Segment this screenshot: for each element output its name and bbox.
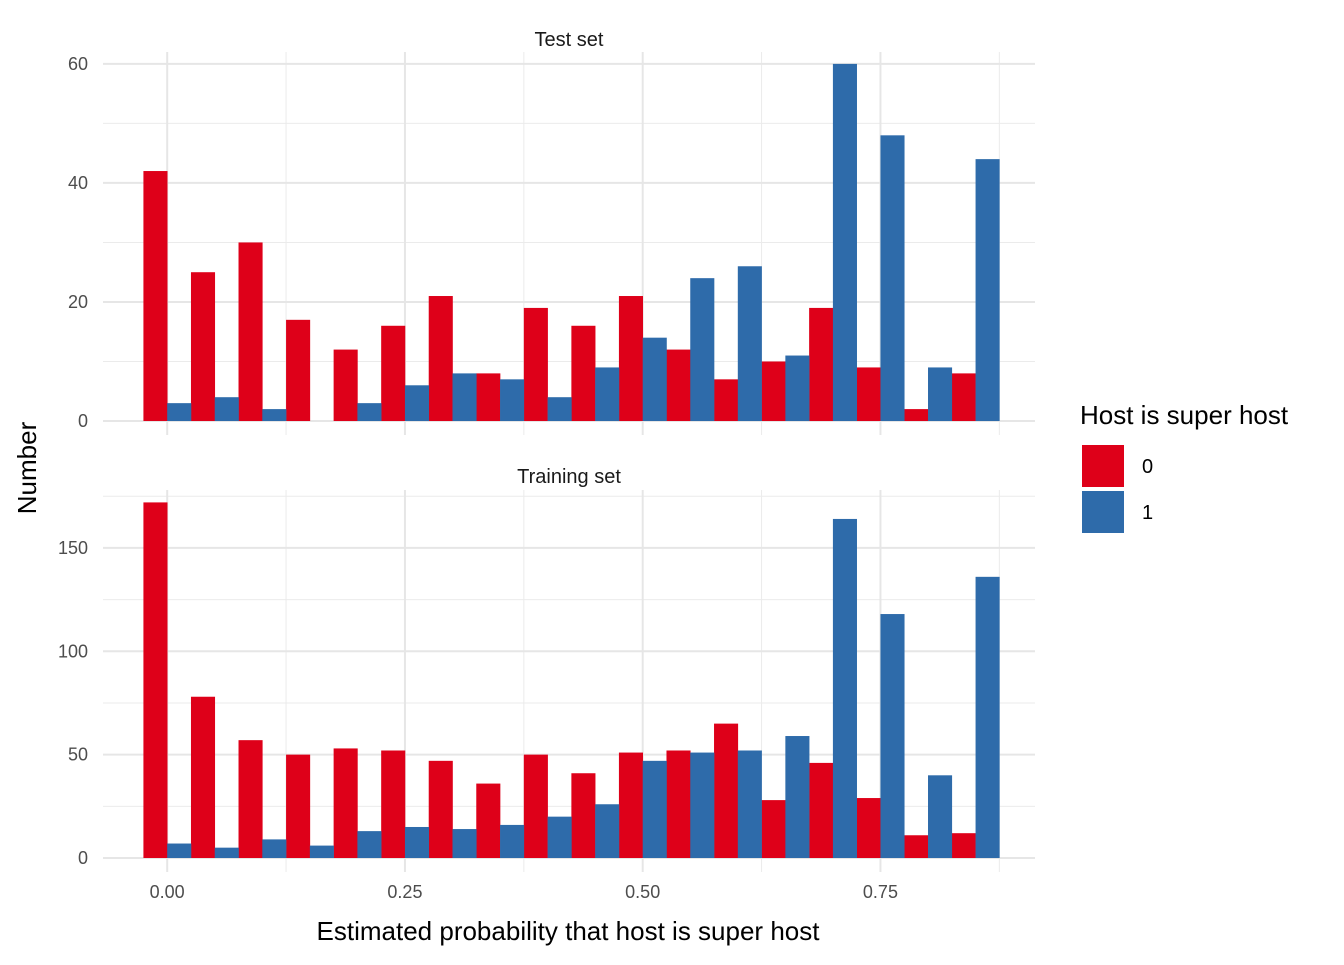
y-tick-label: 60 [68, 54, 88, 74]
bar-series-1 [642, 337, 667, 421]
bar-series-0 [714, 723, 739, 858]
bar-series-1 [595, 367, 620, 421]
bar-series-1 [975, 159, 1000, 421]
legend-title: Host is super host [1080, 400, 1289, 430]
bar-series-0 [381, 325, 406, 421]
panel-strip-title: Training set [517, 466, 621, 488]
bar-series-0 [904, 835, 929, 858]
bar-series-0 [190, 272, 216, 421]
bar-series-1 [785, 736, 810, 858]
bar-series-0 [476, 783, 501, 858]
bar-series-1 [214, 397, 239, 421]
bar-series-1 [167, 843, 192, 858]
bar-series-0 [333, 349, 358, 421]
bar-series-1 [832, 63, 857, 421]
y-tick-label: 50 [68, 745, 88, 765]
legend-swatch-1 [1082, 491, 1124, 533]
bar-series-0 [951, 833, 976, 858]
bar-series-1 [737, 750, 762, 858]
x-tick-label: 0.75 [863, 882, 898, 902]
legend-label-1: 1 [1142, 502, 1153, 524]
bar-series-0 [618, 296, 644, 421]
y-tick-label: 100 [58, 641, 88, 661]
y-tick-label: 0 [78, 848, 88, 868]
bar-series-1 [785, 355, 810, 421]
x-tick-label: 0.50 [625, 882, 660, 902]
bar-series-0 [951, 373, 976, 421]
bar-series-0 [904, 409, 929, 421]
bar-series-0 [666, 750, 691, 858]
panel-2: 0 50 100 150 Training set [58, 466, 1035, 872]
panels-layer: 0 20 40 60 Test set 0 50 100 150 Training set 0.00… [58, 29, 1035, 902]
bar-series-0 [143, 171, 168, 421]
x-tick-label: 0.25 [387, 882, 422, 902]
bar-series-1 [214, 847, 239, 858]
bar-series-0 [190, 696, 216, 858]
bar-series-1 [357, 831, 382, 858]
bar-series-0 [428, 296, 453, 421]
bar-series-1 [880, 135, 905, 422]
bar-series-0 [571, 325, 596, 421]
bar-series-0 [714, 379, 739, 421]
x-axis-title: Estimated probability that host is super… [317, 916, 821, 946]
panel-strip-title: Test set [535, 29, 604, 51]
legend-swatch-0 [1082, 445, 1124, 487]
bar-series-1 [975, 576, 1000, 858]
bar-series-0 [571, 773, 596, 858]
bar-series-1 [452, 373, 477, 421]
y-tick-label: 20 [68, 292, 88, 312]
bar-series-0 [286, 319, 311, 421]
bar-series-0 [238, 242, 263, 421]
bar-series-0 [809, 762, 834, 858]
bar-series-1 [928, 367, 953, 421]
x-tick-label: 0.00 [150, 882, 185, 902]
legend: Host is super host 01 [1080, 400, 1289, 533]
bar-series-1 [452, 829, 477, 858]
bar-series-0 [286, 754, 311, 858]
bar-series-1 [832, 518, 857, 858]
bar-series-0 [238, 740, 263, 858]
y-tick-label: 40 [68, 173, 88, 193]
y-tick-label: 150 [58, 538, 88, 558]
bar-series-1 [595, 804, 620, 858]
bar-series-1 [262, 409, 287, 421]
bar-series-0 [761, 361, 786, 421]
y-axis-title: Number [12, 421, 42, 514]
bar-series-1 [309, 845, 334, 858]
bar-series-0 [476, 373, 501, 421]
legend-entries: 01 [1082, 445, 1153, 533]
bar-series-1 [547, 816, 572, 858]
bar-series-0 [761, 800, 786, 858]
y-tick-label: 0 [78, 411, 88, 431]
bar-series-1 [642, 760, 667, 858]
bar-series-0 [666, 349, 691, 421]
bar-series-1 [690, 278, 715, 421]
bar-series-0 [333, 748, 358, 858]
bar-series-1 [500, 379, 525, 421]
bar-series-0 [618, 752, 644, 858]
bar-series-1 [404, 826, 430, 858]
bar-series-1 [928, 775, 953, 858]
bar-series-1 [357, 403, 382, 421]
bar-series-0 [809, 307, 834, 421]
bar-series-0 [143, 502, 168, 858]
bar-series-0 [523, 307, 548, 421]
bar-series-1 [547, 397, 572, 421]
panel-1: 0 20 40 60 Test set [68, 29, 1035, 435]
bar-series-1 [880, 614, 905, 858]
legend-label-0: 0 [1142, 456, 1153, 478]
bar-series-0 [523, 754, 548, 858]
bar-series-0 [381, 750, 406, 858]
bar-series-1 [690, 752, 715, 858]
bar-series-1 [404, 385, 430, 421]
bar-series-1 [500, 824, 525, 858]
bar-series-1 [167, 403, 192, 421]
bar-series-0 [856, 367, 881, 421]
bar-series-1 [262, 839, 287, 858]
bar-series-1 [737, 266, 762, 421]
bar-series-0 [428, 760, 453, 858]
bar-series-0 [856, 798, 881, 858]
